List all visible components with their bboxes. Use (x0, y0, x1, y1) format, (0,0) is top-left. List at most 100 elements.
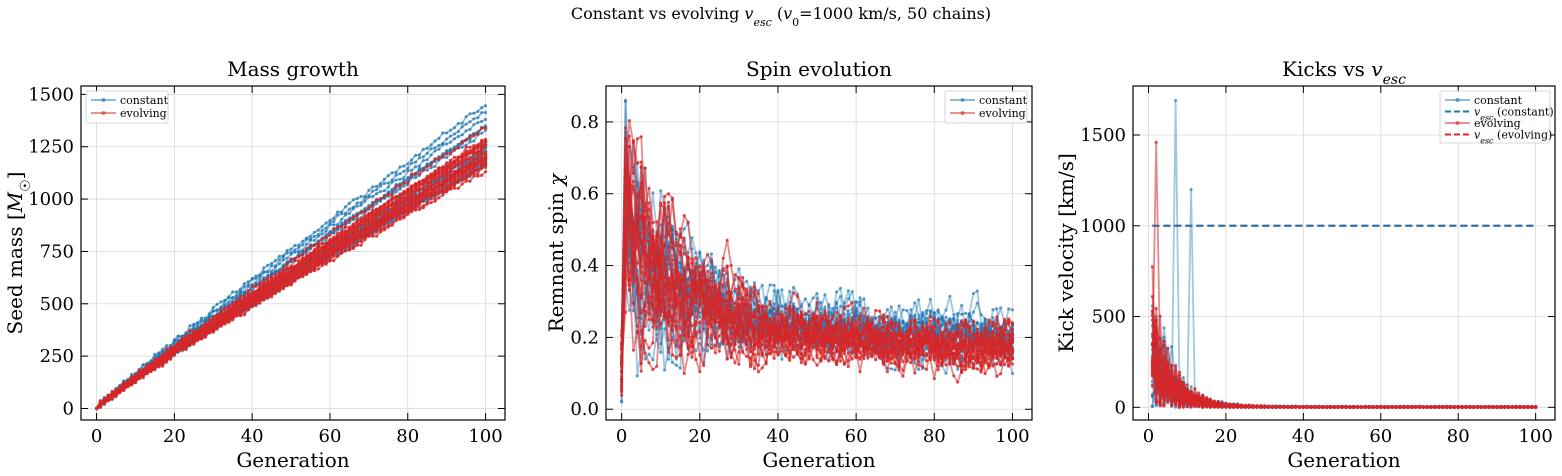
constant-series-point (433, 165, 436, 168)
legend-marker (102, 98, 106, 102)
constant-series-point (247, 280, 250, 283)
evolving-series-point (387, 209, 390, 212)
constant-series-point (363, 200, 366, 203)
constant-series-point (659, 189, 662, 192)
evolving-series-point (192, 331, 195, 334)
evolving-series-point (418, 172, 421, 175)
constant-series-point (379, 190, 382, 193)
constant-series-point (321, 229, 324, 232)
legend-label: constant (120, 94, 169, 107)
evolving-series-point (278, 275, 281, 278)
constant-series-point (437, 144, 440, 147)
evolving-series-point (317, 259, 320, 262)
constant-series-point (663, 368, 666, 371)
evolving-series-point (465, 149, 468, 152)
constant-series-point (317, 229, 320, 232)
evolving-series-point (231, 316, 234, 319)
evolving-series-point (227, 319, 230, 322)
evolving-series-point (441, 155, 444, 158)
evolving-series-point (367, 219, 370, 222)
x-tick-label: 60 (319, 426, 342, 447)
evolving-series-point (321, 242, 324, 245)
evolving-series-point (352, 224, 355, 227)
evolving-series-point (231, 302, 234, 305)
evolving-series-point (317, 267, 320, 270)
evolving-series-point (391, 222, 394, 225)
evolving-series-point (103, 400, 106, 403)
evolving-series-point (243, 305, 246, 308)
constant-series-point (453, 132, 456, 135)
constant-series-point (441, 131, 444, 134)
evolving-series-point (426, 201, 429, 204)
evolving-series-point (305, 265, 308, 268)
constant-series-point (410, 169, 413, 172)
constant-series-point (313, 239, 316, 242)
evolving-series-point (375, 224, 378, 227)
constant-series-point (274, 269, 277, 272)
plot-area (620, 99, 1014, 404)
evolving-series-point (344, 226, 347, 229)
evolving-series-point (231, 306, 234, 309)
evolving-series-point (445, 161, 448, 164)
constant-series-point (383, 178, 386, 181)
evolving-series-point (266, 282, 269, 285)
evolving-series-point (301, 273, 304, 276)
evolving-series-point (282, 267, 285, 270)
constant-series-point (219, 300, 222, 303)
evolving-series-point (266, 290, 269, 293)
evolving-series-point (398, 215, 401, 218)
evolving-series-point (441, 191, 444, 194)
evolving-series-point (461, 141, 464, 144)
constant-series-point (445, 149, 448, 152)
evolving-series-point (286, 272, 289, 275)
evolving-series-point (107, 398, 110, 401)
constant-series-point (317, 235, 320, 238)
evolving-series-point (480, 127, 483, 130)
evolving-series-point (360, 218, 363, 221)
constant-series-point (301, 249, 304, 252)
constant-series-point (231, 290, 234, 293)
constant-series-point (461, 122, 464, 125)
constant-series-point (406, 169, 409, 172)
constant-series-point (200, 320, 203, 323)
evolving-series-point (297, 268, 300, 271)
evolving-series-point (344, 249, 347, 252)
constant-series-point (468, 112, 471, 115)
evolving-series-point (426, 180, 429, 183)
constant-series-point (216, 309, 219, 312)
evolving-series-point (184, 348, 187, 351)
evolving-series-point (383, 222, 386, 225)
evolving-series-point (453, 164, 456, 167)
evolving-series-point (95, 407, 98, 410)
constant-series-point (862, 297, 865, 300)
constant-series-point (344, 213, 347, 216)
constant-series-point (219, 306, 222, 309)
constant-series-point (418, 164, 421, 167)
evolving-series-point (212, 320, 215, 323)
constant-series-point (227, 295, 230, 298)
evolving-series-point (184, 339, 187, 342)
evolving-series-point (363, 214, 366, 217)
plot-area (95, 104, 487, 410)
evolving-series-point (169, 348, 172, 351)
constant-series-point (227, 300, 230, 303)
evolving-series-point (286, 277, 289, 280)
evolving-series-point (484, 127, 487, 130)
evolving-series-point (243, 313, 246, 316)
constant-series-point (671, 361, 674, 364)
evolving-series-point (332, 237, 335, 240)
evolving-series-point (247, 294, 250, 297)
constant-series-point (254, 274, 257, 277)
constant-series-point (251, 278, 254, 281)
evolving-series-point (480, 152, 483, 155)
evolving-series-point (344, 233, 347, 236)
evolving-series-point (406, 182, 409, 185)
constant-series-point (383, 182, 386, 185)
evolving-series-point (313, 268, 316, 271)
evolving-series-point (173, 348, 176, 351)
evolving-series-point (402, 190, 405, 193)
evolving-series-point (286, 283, 289, 286)
evolving-series-point (165, 360, 168, 363)
constant-series-point (430, 153, 433, 156)
evolving-series-point (476, 132, 479, 135)
